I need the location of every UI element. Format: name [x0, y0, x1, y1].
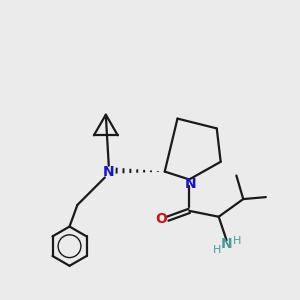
Text: N: N	[221, 237, 232, 251]
Text: H: H	[213, 245, 221, 255]
Text: N: N	[103, 165, 115, 178]
Text: O: O	[155, 212, 167, 226]
Text: H: H	[233, 236, 242, 246]
Text: N: N	[184, 177, 196, 191]
